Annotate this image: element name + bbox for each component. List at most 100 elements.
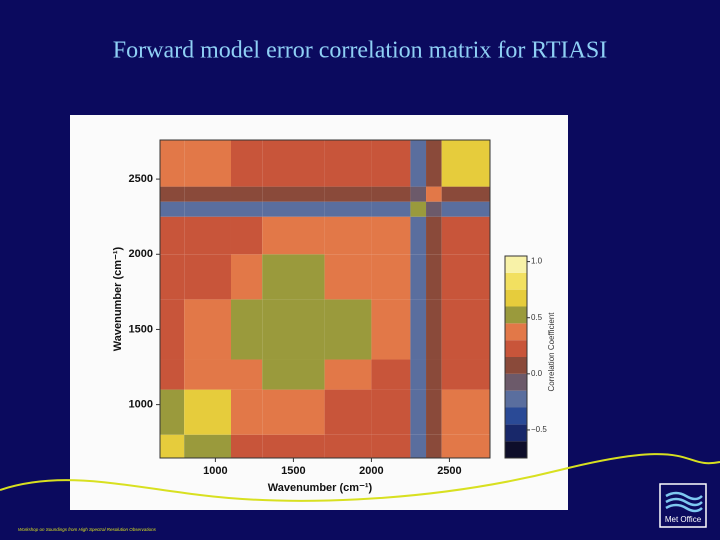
heatmap-cell (184, 434, 231, 458)
y-axis-title: Wavenumber (cm⁻¹) (112, 246, 124, 351)
heatmap-cell (262, 254, 325, 300)
colorbar-segment (505, 256, 527, 273)
y-tick-label: 2000 (129, 248, 153, 260)
heatmap-cell (262, 201, 325, 217)
heatmap-cell (184, 254, 231, 300)
heatmap-cell (262, 434, 325, 458)
heatmap-cell (441, 434, 490, 458)
heatmap-cell (441, 216, 490, 255)
heatmap-cell (230, 140, 263, 187)
heatmap-cell (230, 216, 263, 255)
heatmap-cell (410, 186, 427, 202)
heatmap-cell (426, 299, 442, 360)
heatmap-cell (230, 434, 263, 458)
heatmap-cell (441, 359, 490, 390)
heatmap-cell (410, 140, 427, 187)
heatmap-cell (410, 359, 427, 390)
colorbar-tick-label: 0.5 (531, 313, 543, 322)
heatmap-cell (410, 434, 427, 458)
colorbar-tick-label: −0.5 (531, 425, 547, 434)
heatmap-cell (184, 216, 231, 255)
heatmap-cell (262, 216, 325, 255)
heatmap-cell (426, 140, 442, 187)
heatmap-cell (441, 254, 490, 300)
colorbar-segment (505, 441, 527, 458)
heatmap-cell (371, 186, 411, 202)
heatmap-cell (160, 140, 185, 187)
heatmap-cell (160, 389, 185, 435)
heatmap-cell (324, 216, 372, 255)
decor-curve (0, 453, 720, 502)
heatmap-cell (371, 359, 411, 390)
colorbar-tick-label: 1.0 (531, 257, 543, 266)
colorbar-tick-label: 0.0 (531, 369, 543, 378)
heatmap-cell (184, 389, 231, 435)
colorbar-frame (504, 255, 528, 459)
heatmap-cell (426, 434, 442, 458)
colorbar-segment (505, 357, 527, 374)
heatmap-cell (160, 299, 185, 360)
footer: Workshop on Soundings from High Spectral… (18, 527, 157, 532)
heatmap-cell (371, 140, 411, 187)
colorbar-segment (505, 323, 527, 341)
y-tick-label: 2500 (129, 173, 153, 185)
heatmap-cell (441, 389, 490, 435)
heatmap-cell (371, 299, 411, 360)
heatmap-cell (324, 434, 372, 458)
heatmap-cell (230, 254, 263, 300)
heatmap-cell (371, 201, 411, 217)
heatmap-cell (426, 359, 442, 390)
heatmap-cell (230, 359, 263, 390)
heatmap-cell (441, 201, 490, 217)
heatmap-cell (160, 359, 185, 390)
heatmap-cell (184, 186, 231, 202)
heatmap-cell (410, 299, 427, 360)
heatmap-cell (324, 359, 372, 390)
heatmap-cell (230, 389, 263, 435)
heatmap-cell (324, 389, 372, 435)
colorbar-segment (505, 373, 527, 391)
heatmap-cell (184, 140, 231, 187)
heatmap-cell (324, 140, 372, 187)
heatmap-cell (371, 389, 411, 435)
slide-title: Forward model error correlation matrix f… (113, 38, 607, 64)
heatmap-cell (371, 434, 411, 458)
heatmap-cell (371, 254, 411, 300)
heatmap-cell (441, 186, 490, 202)
heatmap-cell (160, 254, 185, 300)
colorbar-segment (505, 407, 527, 425)
logo-text: Met Office (665, 515, 702, 524)
heatmap-cell (426, 201, 442, 217)
heatmap-cell (230, 299, 263, 360)
y-tick-label: 1500 (129, 323, 153, 335)
x-tick-label: 1000 (203, 465, 227, 477)
heatmap-cell (410, 254, 427, 300)
heatmap-cell (324, 201, 372, 217)
heatmap-cell (184, 299, 231, 360)
heatmap-cell (262, 299, 325, 360)
colorbar-segment (505, 340, 527, 357)
heatmap-cell (324, 254, 372, 300)
heatmap-cell (426, 254, 442, 300)
heatmap-cell (371, 216, 411, 255)
heatmap-cell (426, 389, 442, 435)
heatmap-cell (262, 389, 325, 435)
x-tick-label: 2000 (359, 465, 383, 477)
heatmap-cell (262, 140, 325, 187)
heatmap-cell (324, 186, 372, 202)
heatmap-cell (410, 201, 427, 217)
heatmap-cell (160, 201, 185, 217)
heatmap-cell (230, 186, 263, 202)
heatmap-cell (441, 140, 490, 187)
heatmap-cell (426, 216, 442, 255)
heatmap-cell (184, 201, 231, 217)
logo-waves (665, 491, 703, 513)
heatmap-cell (410, 389, 427, 435)
heatmap-cell (324, 299, 372, 360)
plot-frame (159, 139, 491, 459)
x-axis-title: Wavenumber (cm⁻¹) (268, 482, 373, 494)
heatmap-cell (262, 359, 325, 390)
heatmap-cell (160, 216, 185, 255)
